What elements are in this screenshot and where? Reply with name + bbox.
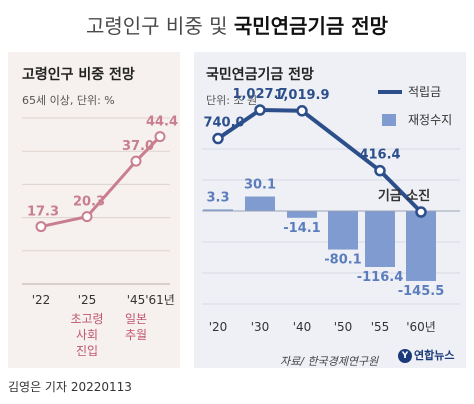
- main-title-part2: 국민연금기금 전망: [233, 14, 389, 38]
- x-tick-label: '40: [293, 320, 312, 334]
- legend-label: 재정수지: [408, 113, 452, 127]
- reserve-point: [254, 104, 266, 116]
- reserve-value-label: 1,019.9: [274, 88, 329, 103]
- bar: [245, 196, 275, 211]
- category-note: 진입: [76, 344, 98, 358]
- source-note: 자료/ 한국경제연구원: [280, 355, 379, 368]
- aging-chart-panel: 고령인구 비중 전망 65세 이상, 단위: % 17.3 20.3 37.0 44.4 '…: [8, 52, 180, 368]
- aging-population-chart: 고령인구 비중 전망 65세 이상, 단위: % 17.3 20.3 37.0 44.4 '…: [22, 66, 178, 358]
- chart-title: 국민연금기금 전망: [206, 66, 314, 83]
- bar: [287, 211, 317, 218]
- bar-value-label: 3.3: [206, 190, 229, 205]
- data-point: [154, 131, 166, 143]
- category-note: 초고령: [70, 312, 103, 326]
- x-tick-label: '61년: [145, 293, 175, 307]
- bar: [406, 211, 436, 281]
- bar-value-label: -145.5: [398, 284, 445, 299]
- x-tick-label: '22: [32, 293, 51, 307]
- bar: [328, 211, 358, 250]
- chart-subtitle: 단위: 조 원: [206, 94, 257, 107]
- reserve-point: [415, 206, 427, 218]
- reserve-point: [212, 132, 224, 145]
- data-point: [35, 221, 47, 233]
- data-point: [81, 211, 93, 223]
- main-title-part1: 고령인구 비중 및: [85, 14, 228, 38]
- category-note: 사회: [76, 328, 98, 342]
- main-title: 고령인구 비중 및 국민연금기금 전망: [0, 0, 474, 52]
- data-label: 17.3: [27, 205, 59, 220]
- x-tick-label: '60년: [406, 320, 436, 334]
- data-label: 20.3: [73, 195, 105, 210]
- bar-value-label: -116.4: [357, 270, 404, 285]
- reserve-value-label: 416.4: [359, 148, 400, 163]
- annotation-label: 기금 소진: [378, 188, 430, 204]
- chart-subtitle: 65세 이상, 단위: %: [22, 94, 115, 107]
- chart-title: 고령인구 비중 전망: [22, 66, 135, 83]
- x-tick-label: '30: [251, 320, 270, 334]
- news-logo: Y 연합뉴스: [398, 347, 454, 363]
- x-tick-label: '50: [334, 320, 353, 334]
- bar: [365, 211, 395, 267]
- series-line: [40, 135, 162, 229]
- bar-value-label: -14.1: [283, 221, 320, 236]
- bar-value-label: -80.1: [324, 253, 361, 268]
- x-tick-label: '25: [78, 293, 97, 307]
- reserve-value-label: 740.0: [203, 116, 244, 131]
- bar-value-label: 30.1: [244, 178, 276, 193]
- bar: [203, 209, 233, 211]
- data-label: 44.4: [146, 115, 178, 130]
- category-note: 일본: [125, 312, 147, 326]
- legend-label: 적립금: [408, 85, 441, 99]
- x-tick-label: '45: [127, 293, 146, 307]
- data-label: 37.0: [122, 139, 154, 154]
- x-tick-label: '20: [209, 320, 228, 334]
- data-point: [130, 155, 142, 167]
- news-logo-icon: Y: [398, 349, 412, 363]
- legend-bar-swatch: [382, 114, 396, 126]
- news-logo-text: 연합뉴스: [414, 349, 455, 362]
- reserve-value-label: 1,027.7: [232, 87, 287, 102]
- reporter-credit: 김영은 기자 20220113: [8, 380, 132, 394]
- reserve-point: [374, 164, 386, 177]
- category-note: 추월: [125, 328, 147, 342]
- reserve-point: [296, 105, 308, 117]
- x-tick-label: '55: [371, 320, 390, 334]
